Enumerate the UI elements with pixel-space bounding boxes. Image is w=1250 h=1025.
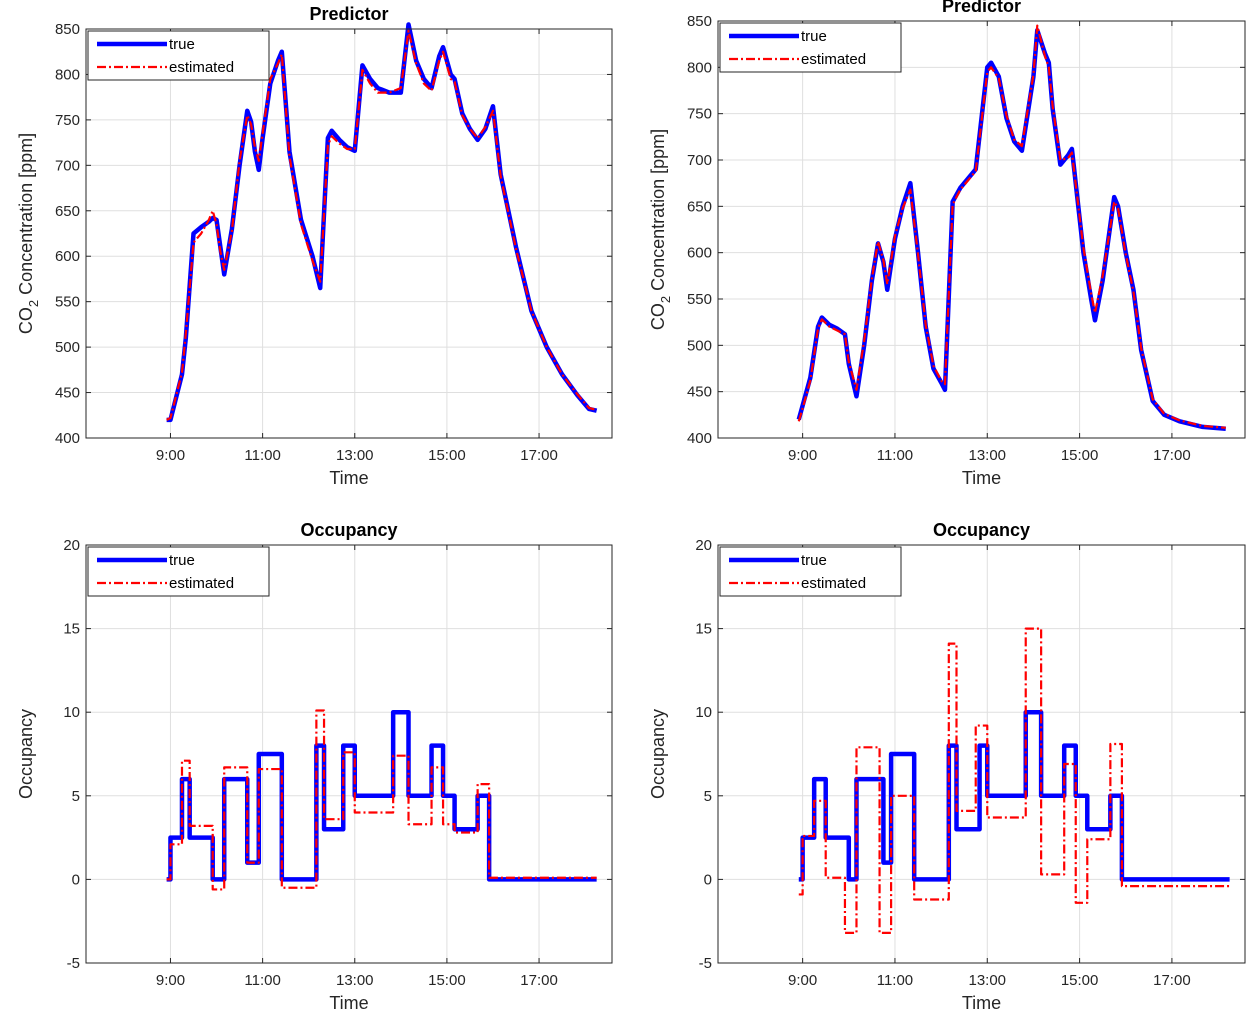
y-axis-label: Occupancy	[16, 709, 36, 799]
y-tick-label: 800	[55, 66, 80, 83]
chart-title: Predictor	[942, 0, 1021, 16]
series-true	[796, 28, 1226, 431]
x-tick-label: 11:00	[244, 972, 280, 989]
legend-label-estimated: estimated	[801, 51, 866, 68]
axes-box	[85, 544, 613, 964]
plot-area	[86, 545, 612, 963]
legend-label-estimated: estimated	[801, 575, 866, 592]
y-tick-label: 10	[63, 704, 80, 721]
legend-label-estimated: estimated	[169, 575, 234, 592]
x-tick-label: 17:00	[1153, 447, 1191, 464]
series-estimated	[797, 24, 1226, 429]
legend-box	[87, 30, 270, 81]
legend-box	[87, 546, 270, 597]
chart-4: -5 0 5 10 15 20 9:00 11:00 13:00 15:00 17:00 Occupa…	[648, 520, 1246, 1013]
y-tick-label: 550	[687, 291, 712, 308]
chart-3: -5 0 5 10 15 20 9:00 11:00 13:00 15:00 17:00 Occupa…	[16, 520, 613, 1013]
y-tick-label: 500	[55, 339, 80, 356]
x-tick-label: 17:00	[520, 447, 558, 464]
x-tick-label: 9:00	[156, 972, 185, 989]
x-tick-label: 15:00	[428, 447, 466, 464]
series-estimated	[166, 709, 597, 891]
y-tick-label: 650	[687, 198, 712, 215]
x-axis-label: Time	[329, 468, 368, 488]
chart-1: 400 450 500 550 600 650 700 750 800 850 9:00 11:00 1…	[16, 4, 613, 488]
legend-box	[719, 22, 902, 73]
y-tick-label: 5	[72, 788, 80, 805]
x-tick-label: 15:00	[1061, 447, 1099, 464]
y-tick-label: 700	[55, 157, 80, 174]
axes-box	[717, 544, 1246, 964]
x-tick-label: 9:00	[788, 447, 817, 464]
x-tick-label: 13:00	[968, 447, 1006, 464]
x-tick-label: 11:00	[244, 447, 280, 464]
y-tick-label: 450	[687, 384, 712, 401]
chart-title: Occupancy	[933, 520, 1030, 540]
y-axis-label: CO2 Concentration [ppm]	[16, 133, 41, 334]
y-tick-label: 400	[55, 430, 80, 447]
y-tick-label: 0	[704, 871, 712, 888]
y-tick-label: 600	[55, 248, 80, 265]
x-tick-label: 13:00	[336, 972, 374, 989]
x-tick-label: 15:00	[428, 972, 466, 989]
legend-label-estimated: estimated	[169, 59, 234, 76]
y-tick-label: 450	[55, 385, 80, 402]
legend-box	[719, 546, 902, 597]
y-tick-label: 850	[55, 21, 80, 38]
x-tick-label: 11:00	[877, 972, 913, 989]
plot-area	[86, 29, 612, 438]
y-tick-label: 600	[687, 245, 712, 262]
y-tick-label: 20	[63, 537, 80, 554]
y-tick-label: 5	[704, 788, 712, 805]
y-tick-label: -5	[67, 955, 80, 972]
chart-title: Predictor	[309, 4, 388, 24]
y-tick-label: 10	[695, 704, 712, 721]
x-tick-label: 17:00	[1153, 972, 1191, 989]
y-tick-label: 650	[55, 203, 80, 220]
y-tick-label: 20	[695, 537, 712, 554]
x-axis-label: Time	[962, 468, 1001, 488]
x-tick-label: 13:00	[968, 972, 1006, 989]
x-tick-label: 11:00	[877, 447, 913, 464]
legend-label-true: true	[169, 552, 195, 569]
axes-box	[85, 28, 613, 439]
plot-area	[718, 21, 1245, 438]
legend-label-true: true	[801, 552, 827, 569]
x-tick-label: 15:00	[1061, 972, 1099, 989]
x-tick-label: 9:00	[156, 447, 185, 464]
x-axis-label: Time	[329, 993, 368, 1013]
legend-label-true: true	[801, 28, 827, 45]
y-tick-label: 500	[687, 337, 712, 354]
y-tick-label: 700	[687, 152, 712, 169]
series-estimated	[166, 29, 597, 421]
chart-title: Occupancy	[300, 520, 397, 540]
x-axis-label: Time	[962, 993, 1001, 1013]
y-tick-label: 550	[55, 294, 80, 311]
axes-box	[717, 20, 1246, 439]
y-axis-label: Occupancy	[648, 709, 668, 799]
x-tick-label: 17:00	[520, 972, 558, 989]
x-tick-label: 9:00	[788, 972, 817, 989]
y-tick-label: 400	[687, 430, 712, 447]
legend-label-true: true	[169, 36, 195, 53]
y-tick-label: -5	[699, 955, 712, 972]
y-tick-label: 15	[63, 621, 80, 638]
y-tick-label: 850	[687, 13, 712, 30]
chart-2: 400 450 500 550 600 650 700 750 800 850 9:00 11:00 1…	[648, 0, 1246, 488]
y-tick-label: 750	[55, 112, 80, 129]
x-tick-label: 13:00	[336, 447, 374, 464]
y-tick-label: 750	[687, 106, 712, 123]
series-estimated	[798, 627, 1230, 935]
y-tick-label: 15	[695, 621, 712, 638]
y-tick-label: 0	[72, 871, 80, 888]
y-tick-label: 800	[687, 59, 712, 76]
y-axis-label: CO2 Concentration [ppm]	[648, 129, 673, 330]
